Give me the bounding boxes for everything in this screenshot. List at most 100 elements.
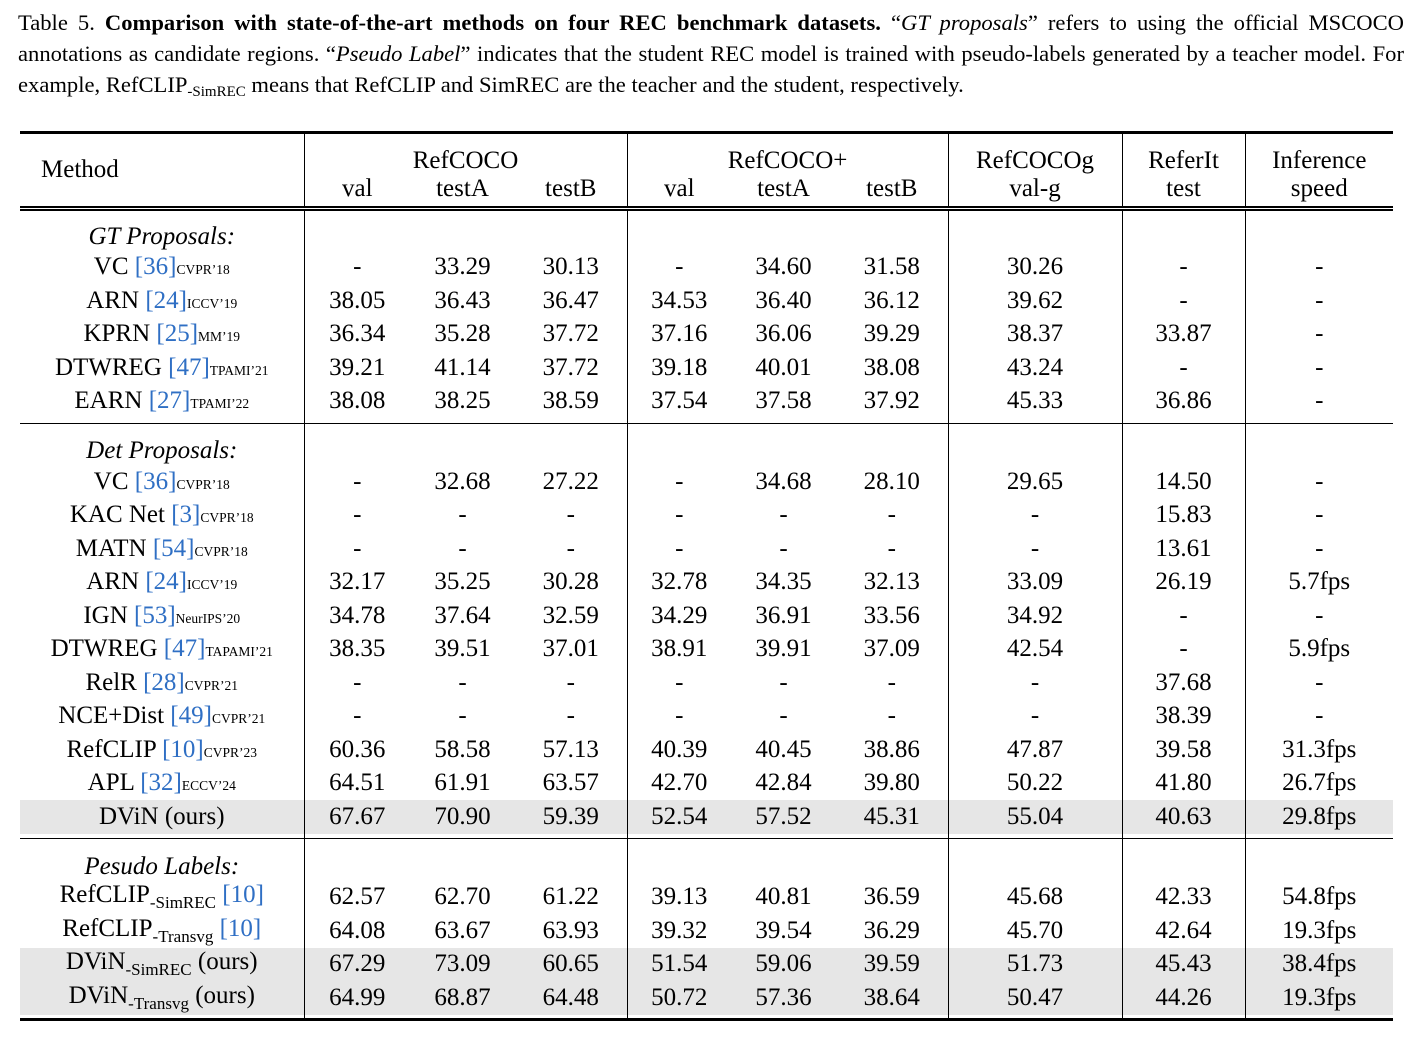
venue: ICCV’19: [186, 577, 238, 593]
method-name: NCE+Dist: [58, 702, 165, 730]
value-cell: 45.43: [1121, 947, 1246, 981]
value-cell: 15.83: [1121, 498, 1246, 532]
spacer-cell: [20, 833, 304, 839]
value-cell: 38.91: [626, 632, 732, 666]
empty-cell: [1244, 423, 1394, 465]
value-cell: 31.3fps: [1244, 733, 1394, 767]
value-cell: 32.17: [303, 565, 410, 599]
value-cell: 51.54: [626, 947, 732, 981]
value-cell: 38.08: [863, 353, 920, 381]
value-cell: 36.06: [755, 320, 812, 348]
value-cell: -: [458, 501, 467, 529]
value-cell: -: [303, 666, 410, 700]
value-cell: 50.47: [947, 981, 1123, 1015]
method-cell: DViN (ours): [20, 800, 304, 834]
value-cell: 38.86: [863, 735, 920, 763]
value-cell: 50.22: [947, 766, 1123, 800]
spacer-cell: [1244, 1014, 1394, 1021]
table-row: APL [32]ECCV’24 64.51 61.91 63.57 42.70 42.84…: [20, 766, 1394, 800]
value-cell: 39.51: [434, 635, 491, 663]
value-cell: 33.87: [1121, 317, 1246, 351]
value-cell: 42.54: [947, 632, 1123, 666]
value-cell: 36.47: [542, 286, 599, 314]
value-cell: 60.36: [303, 733, 410, 767]
empty-cell: [1244, 838, 1394, 881]
spacer-row: [20, 1014, 1394, 1021]
caption-text: “: [890, 10, 901, 35]
method-name: KAC Net: [69, 501, 165, 529]
venue: CVPR’21: [184, 677, 239, 693]
value-cell: -: [779, 668, 788, 696]
caption-italic: GT proposals: [901, 10, 1028, 35]
method-name: DTWREG: [54, 353, 162, 381]
value-cell: 29.8fps: [1244, 800, 1394, 834]
spacer-cell: [410, 418, 515, 424]
value-cell: 70.90: [410, 800, 515, 834]
value-cell: 19.3fps: [1244, 981, 1394, 1015]
value-cell: -: [1244, 465, 1394, 499]
column-header: val: [303, 174, 410, 211]
value-cell: 39.58: [1121, 733, 1246, 767]
table-row: RefCLIP [10]CVPR’23 60.36 58.58 57.13 40.39 4…: [20, 733, 1394, 767]
value-cell: -: [303, 465, 410, 499]
value-cell: -: [458, 702, 467, 730]
value-cell: 47.87: [947, 733, 1123, 767]
value-cell: 38.37: [947, 317, 1123, 351]
method-name: DViN (ours): [98, 802, 225, 830]
value-cell: 33.56: [863, 601, 920, 629]
value-cell: 13.61: [1121, 532, 1246, 566]
value-cell: -: [1244, 384, 1394, 418]
value-cell: 34.35: [755, 568, 812, 596]
method-cell: VC [36]CVPR’18: [20, 465, 304, 499]
value-cell: 60.65: [515, 947, 628, 981]
spacer-cell: [731, 1014, 837, 1021]
table-row: DTWREG [47]TAPAMI’21 38.35 39.51 37.01 38.91…: [20, 632, 1394, 666]
empty-cell: [515, 839, 627, 881]
value-cell: -: [887, 534, 896, 562]
value-cell: 37.16: [626, 317, 732, 351]
venue: CVPR’18: [200, 510, 254, 526]
value-cell: -: [1244, 532, 1394, 566]
value-cell: 36.29: [863, 916, 920, 944]
citation: [47]: [163, 635, 206, 663]
value-cell: 31.58: [863, 253, 920, 281]
value-cell: 38.59: [542, 387, 599, 415]
spacer-cell: [20, 418, 304, 424]
value-cell: -: [566, 668, 575, 696]
value-cell: 59.39: [515, 800, 628, 834]
value-cell: 59.06: [731, 947, 837, 981]
column-header: testB: [836, 174, 949, 211]
method-cell: KPRN [25]MM’19: [20, 318, 304, 352]
value-cell: 42.84: [755, 769, 812, 797]
value-cell: 57.52: [731, 800, 837, 834]
citation: [53]: [134, 601, 176, 629]
empty-cell: [836, 423, 948, 465]
value-cell: 37.09: [863, 635, 920, 663]
group-header: RefCOCO+: [626, 131, 949, 175]
value-cell: -: [626, 498, 732, 532]
value-cell: 40.39: [626, 733, 732, 767]
value-cell: 73.09: [410, 947, 515, 981]
method-subscript: -SimREC: [149, 893, 216, 913]
value-cell: 36.40: [755, 286, 812, 314]
spacer-cell: [410, 833, 515, 839]
citation: [36]: [134, 253, 177, 281]
method-name: APL: [87, 769, 134, 797]
value-cell: 34.92: [947, 599, 1123, 633]
value-cell: 32.13: [863, 568, 920, 596]
venue: TAPAMI’21: [205, 644, 273, 660]
value-cell: -: [1121, 599, 1246, 633]
value-cell: -: [887, 501, 896, 529]
method-subscript: -Transvg: [152, 926, 214, 946]
value-cell: -: [1244, 250, 1394, 284]
value-cell: 37.64: [434, 601, 491, 629]
value-cell: -: [626, 532, 732, 566]
column-header: test: [1121, 174, 1246, 211]
value-cell: 5.7fps: [1244, 565, 1394, 599]
value-cell: 34.53: [626, 284, 732, 318]
value-cell: 61.91: [434, 769, 491, 797]
value-cell: 64.48: [515, 981, 628, 1015]
column-header: val-g: [947, 174, 1123, 211]
empty-cell: [1244, 208, 1394, 251]
citation: [49]: [170, 702, 212, 730]
